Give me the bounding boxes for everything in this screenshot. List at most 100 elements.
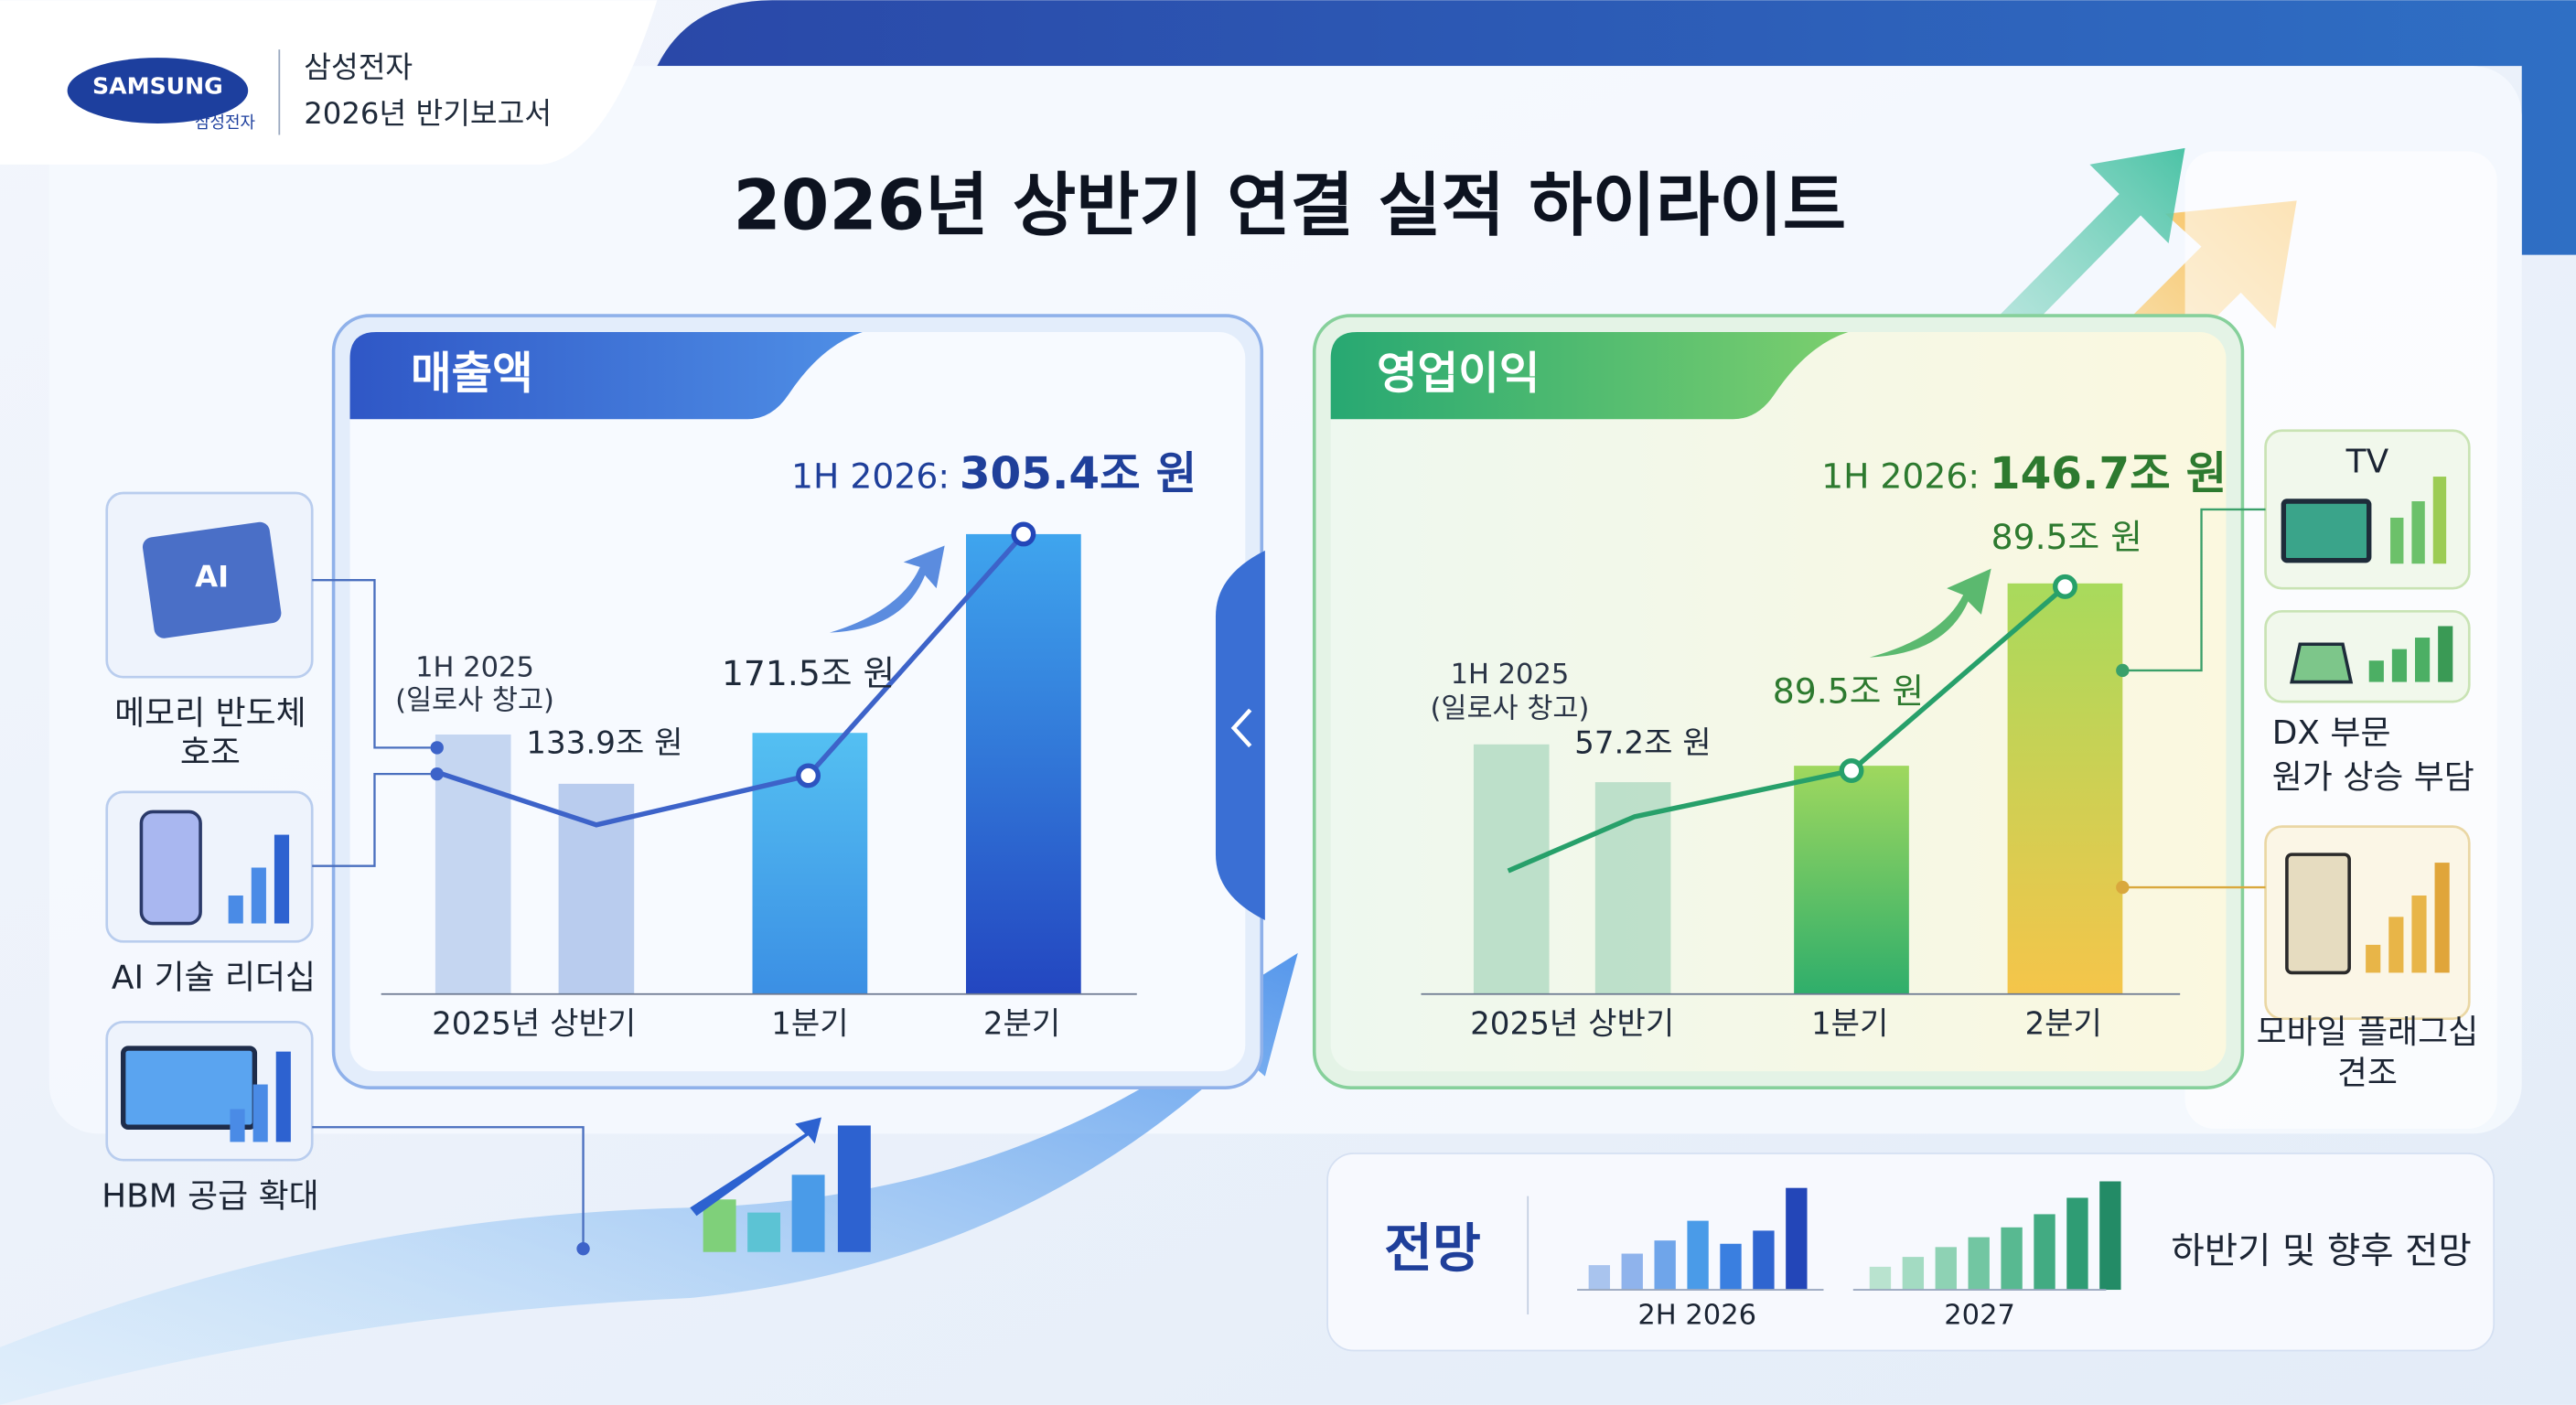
header-box	[0, 0, 658, 165]
deco-bar	[791, 1174, 825, 1252]
connector	[312, 579, 431, 749]
deco-bar	[703, 1199, 736, 1252]
icon-bar	[2368, 660, 2384, 682]
bar	[2007, 583, 2123, 994]
factor-text: 모바일 플래그십	[2257, 1014, 2479, 1051]
deco-bar	[1621, 1253, 1643, 1291]
icon-bar	[2390, 517, 2404, 564]
ref-label: 1H 2025	[1451, 659, 1570, 691]
fridge-icon	[2285, 853, 2351, 975]
profit-title: 영업이익	[1377, 349, 1540, 400]
factor-text: TV	[2345, 444, 2389, 481]
main-title: 2026년 상반기 연결 실적 하이라이트	[733, 166, 1846, 246]
factor-text: 견조	[2337, 1055, 2398, 1092]
outlook-title: 전망	[1384, 1217, 1481, 1279]
bar	[966, 533, 1081, 994]
category: 2025년 상반기	[1470, 1005, 1674, 1042]
value-label: 89.5조 원	[1991, 517, 2142, 557]
total-label: 1H 2026:	[1821, 456, 1980, 496]
point	[430, 767, 444, 781]
deco-bar	[837, 1125, 871, 1252]
factor-text: DX 부문	[2272, 714, 2391, 752]
icon-bar	[251, 867, 266, 924]
deco-bar	[1786, 1187, 1808, 1291]
category: 1분기	[771, 1005, 848, 1042]
icon-bar	[2411, 501, 2425, 564]
icon-bar	[2388, 917, 2404, 973]
value-label: 171.5조 원	[722, 653, 895, 693]
profit-tab	[1330, 332, 1849, 420]
category: 1분기	[1811, 1005, 1888, 1042]
phone-icon	[139, 810, 202, 926]
swoosh	[0, 952, 1298, 1405]
report-name: 2026년 반기보고서	[304, 96, 552, 131]
icon-bar	[2366, 944, 2381, 973]
total-value: 305.4조 원	[960, 448, 1197, 499]
icon-bar	[2411, 896, 2427, 973]
deco-bar	[1869, 1266, 1892, 1291]
icon-bar	[228, 896, 243, 924]
connector	[312, 772, 431, 867]
factor-text: AI 기술 리더십	[112, 960, 316, 997]
value-label: 133.9조 원	[526, 724, 682, 761]
top-band	[657, 0, 2576, 255]
icon-bar	[2438, 626, 2453, 682]
category: 2분기	[983, 1005, 1060, 1042]
icon-bar	[275, 1051, 291, 1142]
outlook-note: 하반기 및 향후 전망	[2171, 1230, 2471, 1272]
icon-bar	[2434, 863, 2450, 973]
chip-icon-text: AI	[195, 559, 229, 594]
revenue-tab	[349, 332, 863, 420]
icon-bar	[252, 1084, 268, 1142]
growth-arrow	[829, 545, 945, 633]
chip-icon	[142, 521, 282, 638]
brand-sub: 삼성전자	[195, 113, 256, 133]
category: 2025년 상반기	[432, 1005, 636, 1042]
tv-icon	[2281, 499, 2372, 563]
category: 2분기	[2024, 1005, 2101, 1042]
growth-arrow	[1869, 568, 1991, 658]
bar	[1794, 766, 1909, 994]
connector-dot	[2116, 663, 2130, 678]
total-label: 1H 2026:	[791, 456, 950, 496]
profit-inner	[1330, 332, 2227, 1072]
point	[430, 741, 444, 755]
trend-line	[435, 532, 1025, 828]
icon-bar	[2391, 649, 2408, 682]
value-label: 57.2조 원	[1574, 724, 1712, 761]
factor-text: 호조	[180, 735, 241, 772]
outlook-panel	[1326, 1153, 2496, 1352]
icon-bar	[2415, 638, 2431, 682]
point	[2053, 574, 2077, 599]
deco-bar	[2099, 1181, 2121, 1291]
logo-oval	[67, 58, 249, 123]
revenue-title: 매출액	[411, 349, 533, 400]
company: 삼성전자	[304, 50, 413, 85]
deco-bar	[1588, 1265, 1610, 1291]
deco-bar	[1687, 1220, 1709, 1291]
ref-label: (일로사 창고)	[395, 685, 554, 717]
brand: SAMSUNG	[92, 72, 223, 99]
value-label: 89.5조 원	[1773, 671, 1924, 712]
bar	[1594, 782, 1671, 994]
factor-text: HBM 공급 확대	[102, 1177, 319, 1215]
connector-dot	[2116, 880, 2130, 895]
icon-bar	[2432, 477, 2447, 564]
deco-bar	[1935, 1247, 1957, 1291]
deco-bar	[1753, 1230, 1775, 1291]
mini-bars	[1588, 1187, 1808, 1291]
ref-label: 1H 2025	[415, 652, 534, 684]
deco-bar	[1720, 1243, 1742, 1291]
deco-bar	[1968, 1237, 1990, 1291]
icon-bar	[274, 834, 290, 924]
mini-bars	[1869, 1181, 2121, 1291]
factor-text: 원가 상승 부담	[2272, 759, 2474, 797]
factor-text: 메모리 반도체	[114, 694, 306, 732]
connector-dot	[576, 1241, 590, 1256]
deco-bar	[747, 1212, 781, 1252]
trend-line	[1507, 585, 2067, 874]
deco-bar	[1902, 1257, 1925, 1291]
deco-arrow	[690, 1117, 821, 1217]
connector	[312, 1126, 585, 1249]
